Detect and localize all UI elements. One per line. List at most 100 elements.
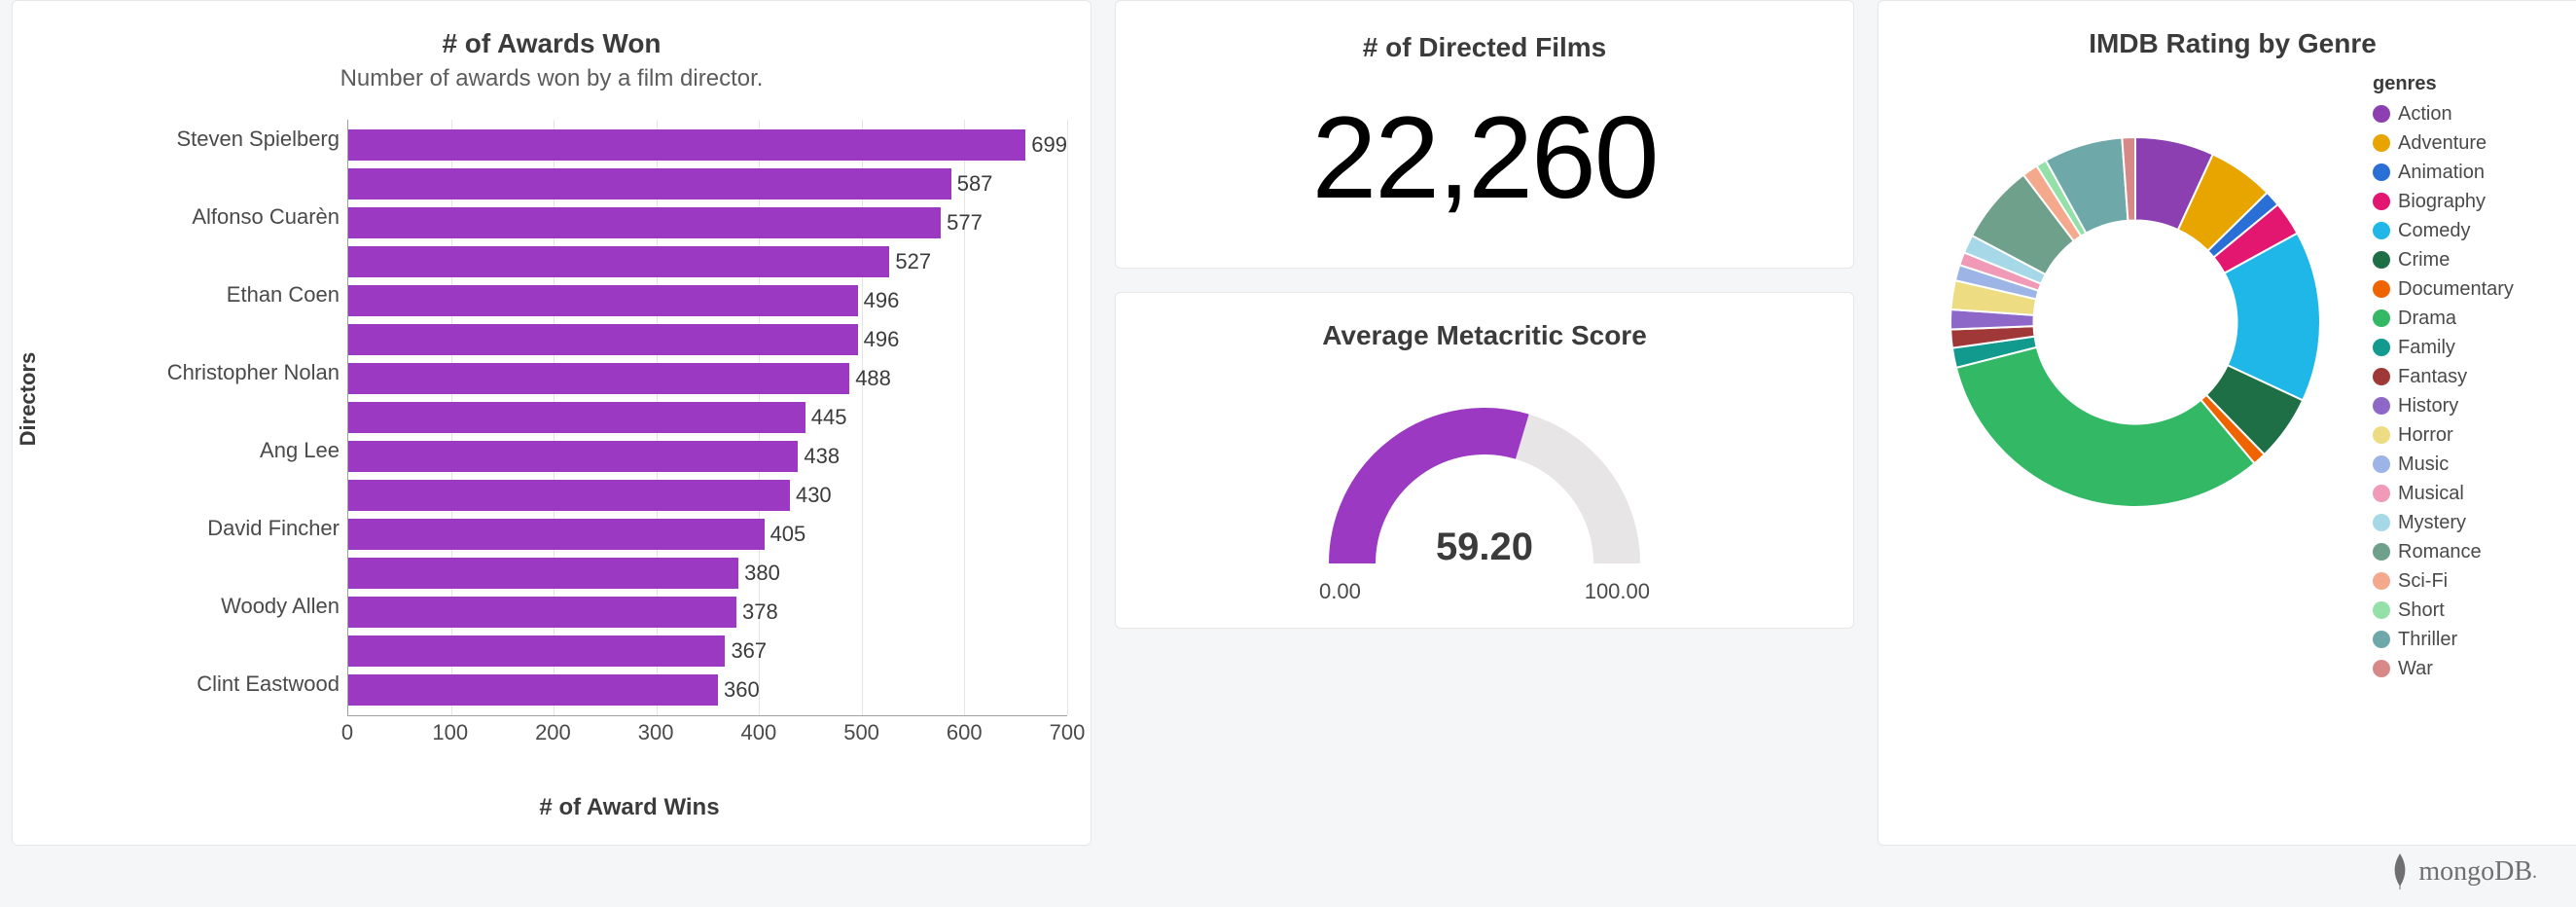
legend-label: Mystery (2398, 508, 2466, 537)
legend-label: Music (2398, 450, 2449, 479)
legend-swatch (2373, 572, 2390, 590)
y-axis-labels: Steven Spielberg Alfonso Cuarèn Ethan Co… (94, 120, 347, 716)
bar-value-label: 360 (724, 677, 760, 703)
legend-item: History (2373, 391, 2514, 420)
bar-value-label: 587 (957, 171, 993, 197)
legend-label: Romance (2398, 537, 2482, 566)
legend-label: Family (2398, 333, 2455, 362)
legend-swatch (2373, 339, 2390, 356)
gauge-max-label: 100.00 (1585, 579, 1650, 604)
legend-label: Comedy (2398, 216, 2470, 245)
legend-swatch (2373, 455, 2390, 473)
legend-item: Horror (2373, 420, 2514, 450)
legend-label: Crime (2398, 245, 2450, 274)
bar-plot-area: 6995875775274964964884454384304053803783… (347, 120, 1067, 716)
legend-swatch (2373, 222, 2390, 239)
award-bar (348, 558, 738, 589)
legend-item: Crime (2373, 245, 2514, 274)
donut-title: IMDB Rating by Genre (1902, 28, 2563, 59)
bar-value-label: 488 (855, 366, 891, 391)
legend-item: Fantasy (2373, 362, 2514, 391)
legend-swatch (2373, 193, 2390, 210)
legend-item: Music (2373, 450, 2514, 479)
legend-label: Documentary (2398, 274, 2514, 304)
director-label: Ethan Coen (94, 275, 347, 314)
footer-brand-text: mongoDB (2418, 856, 2532, 888)
award-bar (348, 597, 736, 628)
legend-item: War (2373, 654, 2514, 683)
award-bar (348, 480, 790, 511)
legend-swatch (2373, 280, 2390, 298)
bar-value-label: 496 (864, 288, 900, 313)
bar-value-label: 367 (731, 638, 767, 664)
imdb-donut-card: IMDB Rating by Genre genres ActionAdvent… (1878, 0, 2576, 846)
bar-row: 367 (348, 632, 1067, 671)
legend-swatch (2373, 368, 2390, 385)
bar-value-label: 405 (770, 522, 806, 547)
legend-label: Musical (2398, 479, 2464, 508)
legend-swatch (2373, 543, 2390, 561)
award-bar (348, 207, 941, 238)
awards-chart-subtitle: Number of awards won by a film director. (36, 65, 1067, 92)
mongodb-leaf-icon (2389, 853, 2411, 891)
director-label: Alfonso Cuarèn (94, 198, 347, 236)
gauge-chart: 59.20 0.00 100.00 (1139, 379, 1830, 604)
legend-swatch (2373, 426, 2390, 444)
award-bar (348, 129, 1025, 161)
y-axis-title: Directors (16, 351, 41, 446)
x-tick-label: 0 (341, 720, 353, 745)
legend-item: Drama (2373, 304, 2514, 333)
director-label: Steven Spielberg (94, 120, 347, 159)
legend-item: Mystery (2373, 508, 2514, 537)
awards-chart-title: # of Awards Won (36, 28, 1067, 59)
x-tick-label: 200 (535, 720, 571, 745)
bar-value-label: 496 (864, 327, 900, 352)
award-bar (348, 635, 725, 667)
gauge-min-label: 0.00 (1319, 579, 1361, 604)
bar-row: 438 (348, 437, 1067, 476)
bar-row: 587 (348, 164, 1067, 203)
gridline (1067, 120, 1068, 715)
legend-item: Thriller (2373, 625, 2514, 654)
x-tick-label: 300 (638, 720, 674, 745)
legend-item: Biography (2373, 187, 2514, 216)
legend-item: Romance (2373, 537, 2514, 566)
legend-item: Family (2373, 333, 2514, 362)
bar-row: 360 (348, 671, 1067, 709)
legend-swatch (2373, 485, 2390, 502)
legend-item: Short (2373, 596, 2514, 625)
gauge-title: Average Metacritic Score (1139, 320, 1830, 351)
legend-label: Sci-Fi (2398, 566, 2448, 596)
legend-label: Fantasy (2398, 362, 2467, 391)
bar-row: 496 (348, 320, 1067, 359)
legend-label: War (2398, 654, 2433, 683)
donut-chart (1902, 79, 2369, 546)
director-label: Woody Allen (94, 587, 347, 626)
bar-value-label: 438 (804, 444, 840, 469)
x-tick-label: 600 (947, 720, 983, 745)
bar-value-label: 527 (895, 249, 931, 274)
x-axis-title: # of Award Wins (192, 794, 1067, 821)
legend-label: Horror (2398, 420, 2453, 450)
bar-value-label: 577 (947, 210, 983, 236)
legend-title: genres (2373, 73, 2514, 95)
legend-label: Animation (2398, 158, 2485, 187)
x-tick-label: 700 (1050, 720, 1086, 745)
legend-swatch (2373, 514, 2390, 531)
awards-chart-card: # of Awards Won Number of awards won by … (12, 0, 1091, 846)
legend-swatch (2373, 660, 2390, 677)
films-count-card: # of Directed Films 22,260 (1115, 0, 1854, 269)
x-tick-label: 400 (740, 720, 776, 745)
awards-bar-chart: Directors Steven Spielberg Alfonso Cuarè… (36, 120, 1067, 821)
award-bar (348, 519, 765, 550)
films-count-value: 22,260 (1139, 91, 1830, 225)
legend-swatch (2373, 105, 2390, 123)
legend-item: Comedy (2373, 216, 2514, 245)
films-count-title: # of Directed Films (1139, 32, 1830, 63)
award-bar (348, 285, 858, 316)
bar-value-label: 378 (742, 599, 778, 625)
donut-slice (1956, 347, 2255, 507)
legend-label: Adventure (2398, 128, 2487, 158)
director-label: Clint Eastwood (94, 665, 347, 704)
director-label: David Fincher (94, 509, 347, 548)
